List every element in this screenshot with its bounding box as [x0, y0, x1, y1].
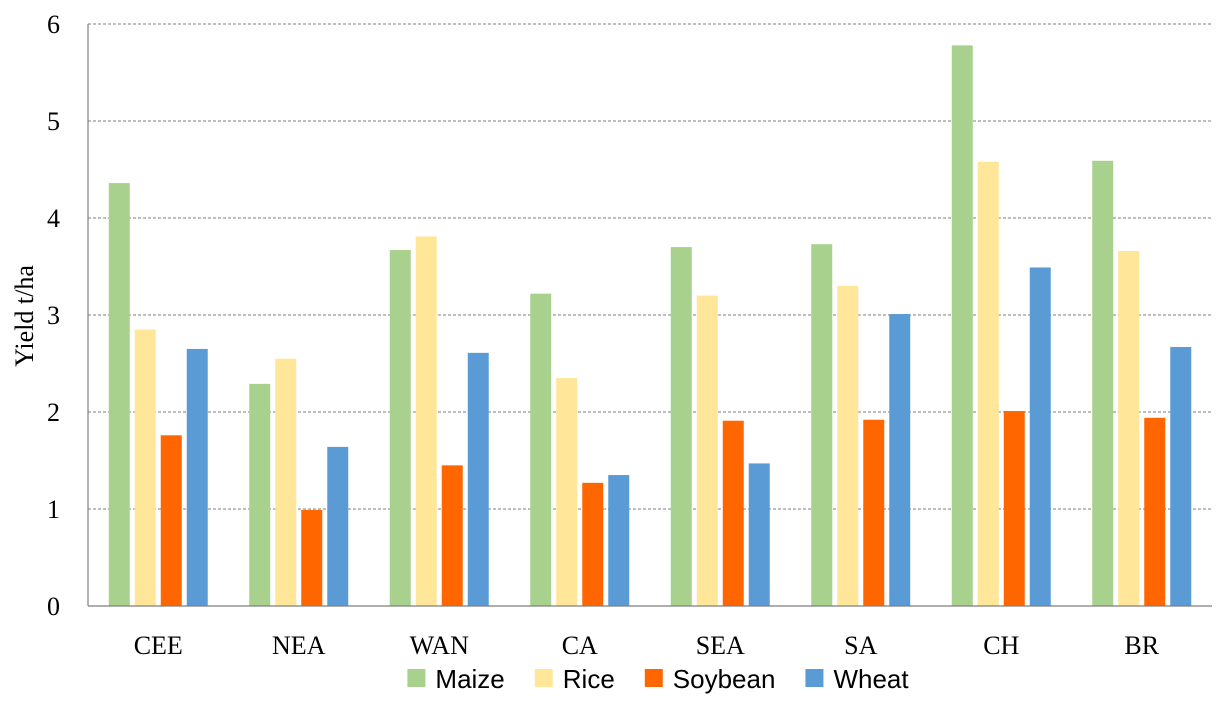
legend-label-rice: Rice: [563, 664, 615, 694]
bar-maize-ch: [951, 45, 973, 606]
x-tick-labels: CEE NEA WAN CA SEA SA CH BR: [134, 631, 1160, 660]
bar-soybean-ca: [582, 482, 604, 606]
legend-label-maize: Maize: [435, 664, 504, 694]
y-tick-label: 0: [47, 592, 60, 621]
x-tick-label: WAN: [410, 631, 469, 660]
bar-maize-nea: [249, 383, 271, 606]
legend-swatch-rice: [534, 669, 553, 687]
legend-swatch-maize: [407, 669, 426, 687]
bar-soybean-cee: [160, 435, 182, 606]
bar-rice-cee: [134, 329, 156, 606]
bar-rice-wan: [415, 236, 437, 606]
legend-swatch-wheat: [805, 669, 824, 687]
bar-wheat-ca: [608, 475, 630, 606]
y-tick-label: 5: [47, 107, 60, 136]
bar-maize-wan: [389, 250, 411, 606]
y-tick-label: 2: [47, 398, 60, 427]
bar-soybean-wan: [441, 465, 463, 606]
bar-maize-sea: [670, 247, 692, 606]
bar-soybean-br: [1144, 417, 1166, 606]
bar-soybean-sa: [863, 419, 885, 606]
bar-maize-sa: [811, 244, 833, 606]
y-tick-label: 6: [47, 10, 60, 39]
legend-label-wheat: Wheat: [833, 664, 909, 694]
bar-maize-br: [1092, 160, 1114, 606]
bar-wheat-sa: [889, 314, 911, 606]
bar-rice-br: [1118, 250, 1140, 607]
bar-rice-sa: [837, 285, 859, 606]
legend: Maize Rice Soybean Wheat: [407, 664, 909, 694]
bar-rice-nea: [275, 358, 297, 606]
y-tick-label: 1: [47, 495, 60, 524]
bar-maize-cee: [108, 183, 130, 606]
x-tick-label: CA: [562, 631, 598, 660]
y-tick-label: 4: [47, 204, 60, 233]
x-tick-label: SEA: [696, 631, 745, 660]
bar-soybean-sea: [722, 420, 744, 606]
bar-wheat-nea: [327, 446, 349, 606]
bar-rice-sea: [696, 295, 718, 606]
bar-rice-ca: [556, 378, 578, 606]
bar-wheat-sea: [748, 463, 770, 606]
bar-soybean-ch: [1003, 411, 1025, 606]
x-tick-label: BR: [1124, 631, 1159, 660]
x-tick-label: SA: [844, 631, 877, 660]
bar-rice-ch: [977, 161, 999, 607]
bar-wheat-wan: [467, 352, 489, 606]
x-tick-label: CEE: [134, 631, 183, 660]
bar-wheat-br: [1170, 347, 1192, 606]
bar-maize-ca: [530, 293, 552, 606]
y-axis-label: Yield t/ha: [10, 265, 39, 367]
y-tick-label: 3: [47, 301, 60, 330]
y-tick-labels: 0 1 2 3 4 5 6: [47, 10, 60, 621]
axes: [87, 24, 1212, 607]
x-tick-label: CH: [983, 631, 1019, 660]
legend-label-soybean: Soybean: [673, 664, 776, 694]
bar-soybean-nea: [301, 509, 323, 606]
legend-swatch-soybean: [644, 669, 663, 687]
bar-wheat-ch: [1029, 267, 1051, 606]
bar-wheat-cee: [186, 348, 208, 606]
bars: [108, 45, 1192, 607]
x-tick-label: NEA: [272, 631, 326, 660]
